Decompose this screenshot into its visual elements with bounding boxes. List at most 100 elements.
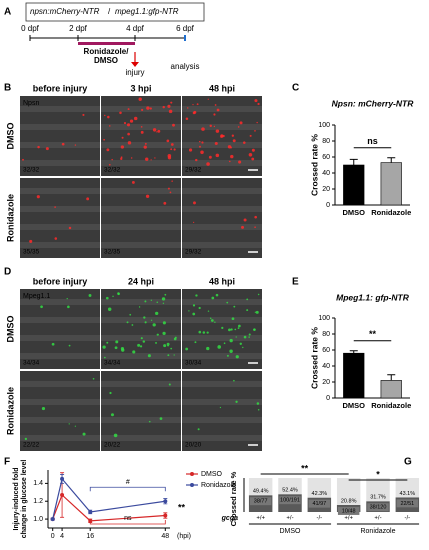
fluorescent-cell	[170, 101, 173, 104]
fluorescent-cell	[146, 106, 150, 110]
fluorescent-cell	[192, 312, 196, 316]
bar-segment	[248, 478, 273, 496]
fluorescent-cell	[159, 417, 163, 420]
y-tick-label: 60	[322, 347, 330, 354]
fluorescent-cell	[206, 331, 209, 334]
fluorescent-cell	[237, 126, 240, 128]
micrograph-band	[182, 242, 262, 248]
chart-title: Mpeg1.1: gfp-NTR	[336, 292, 410, 302]
fluorescent-cell	[171, 180, 173, 182]
fluorescent-cell	[68, 423, 70, 425]
timeline-tick-label: 0 dpf	[21, 24, 40, 33]
panel-label: E	[292, 277, 299, 288]
fluorescent-cell	[166, 342, 170, 346]
fluorescent-cell	[213, 125, 216, 128]
error-bar	[387, 374, 396, 381]
fluorescent-cell	[121, 136, 124, 139]
fluorescent-cell	[249, 134, 252, 137]
fluorescent-cell	[199, 145, 201, 148]
micrograph-band	[182, 224, 262, 230]
fluorescent-cell	[104, 356, 106, 359]
fluorescent-cell	[214, 104, 217, 106]
micrograph-band	[182, 399, 262, 405]
fluorescent-cell	[254, 215, 257, 219]
y-tick-label: 1.2	[33, 498, 43, 505]
fluorescent-cell	[209, 317, 212, 320]
row-label: Ronidazole	[5, 194, 15, 242]
micrograph-band	[182, 299, 262, 305]
count-box	[367, 503, 389, 512]
fluorescent-cell	[255, 310, 259, 314]
panel-label: D	[4, 267, 11, 278]
micrograph-band	[101, 435, 181, 441]
error-bar	[349, 350, 358, 354]
micrograph-band	[20, 335, 100, 341]
fluorescent-cell	[107, 307, 112, 312]
x-tick-label: 4	[60, 533, 64, 540]
fluorescent-cell	[192, 103, 194, 106]
fluorescent-cell	[230, 154, 234, 159]
fluorescent-cell	[251, 157, 255, 161]
fluorescent-cell	[68, 226, 72, 230]
micrograph-band	[20, 206, 100, 212]
fluorescent-cell	[130, 157, 133, 159]
fluorescent-cell	[248, 333, 251, 336]
micrograph-band	[182, 160, 262, 166]
fluorescent-cell	[149, 107, 152, 110]
legend-marker	[190, 472, 194, 476]
fluorescent-cell	[170, 143, 174, 146]
fluorescent-cell	[127, 108, 130, 111]
fluorescent-cell	[152, 128, 157, 132]
fluorescent-cell	[213, 113, 216, 116]
fluorescent-cell	[200, 150, 204, 155]
fluorescent-cell	[233, 379, 235, 382]
fluorescent-cell	[67, 305, 70, 309]
genotype-box	[25, 2, 205, 22]
fluorescent-cell	[215, 293, 219, 297]
fluorescent-cell	[112, 295, 114, 298]
fluorescent-cell	[145, 194, 150, 198]
x-tick-label: DMSO	[343, 401, 366, 410]
bar-segment	[307, 478, 332, 498]
y-tick-label: 40	[322, 363, 330, 370]
fluorescent-cell	[170, 148, 173, 151]
fluorescent-cell	[107, 115, 110, 119]
fluorescent-cell	[219, 406, 222, 409]
fluorescent-cell	[210, 319, 214, 322]
fluorescent-cell	[104, 114, 106, 117]
fluorescent-cell	[235, 355, 239, 359]
y-axis-label: Crossed rate %	[309, 134, 319, 196]
fluorescent-cell	[207, 98, 209, 100]
fluorescent-cell	[139, 345, 143, 348]
y-axis-label: Crossed rate %	[309, 327, 319, 389]
value-label: 49.4%	[253, 489, 269, 495]
micrograph-band	[101, 224, 181, 230]
fluorescent-cell	[162, 302, 165, 304]
fluorescent-cell	[188, 148, 193, 152]
fluorescent-cell	[227, 145, 232, 149]
panel-label: G	[404, 457, 412, 468]
group-label: Ronidazole	[360, 528, 395, 535]
fluorescent-cell	[239, 342, 242, 345]
fluorescent-cell	[207, 310, 210, 312]
fluorescent-cell	[108, 125, 111, 127]
micrograph-band	[20, 142, 100, 148]
fluorescent-cell	[241, 225, 245, 229]
fluorescent-cell	[164, 293, 167, 296]
fluorescent-cell	[129, 119, 134, 123]
fluorescent-cell	[133, 116, 138, 121]
panel-label: B	[4, 83, 11, 94]
panel-label: A	[4, 7, 11, 18]
x-tick-label: 0	[51, 533, 55, 540]
fluorescent-cell	[167, 104, 171, 108]
series-line	[52, 493, 166, 522]
fluorescent-cell	[209, 124, 212, 128]
fluorescent-cell	[208, 155, 212, 159]
timeline-tick-label: 4 dpf	[126, 24, 145, 33]
fluorescent-cell	[24, 437, 28, 441]
bracket	[89, 520, 166, 525]
micrograph-band	[182, 106, 262, 112]
fluorescent-cell	[201, 127, 205, 131]
fluorescent-cell	[126, 123, 131, 127]
